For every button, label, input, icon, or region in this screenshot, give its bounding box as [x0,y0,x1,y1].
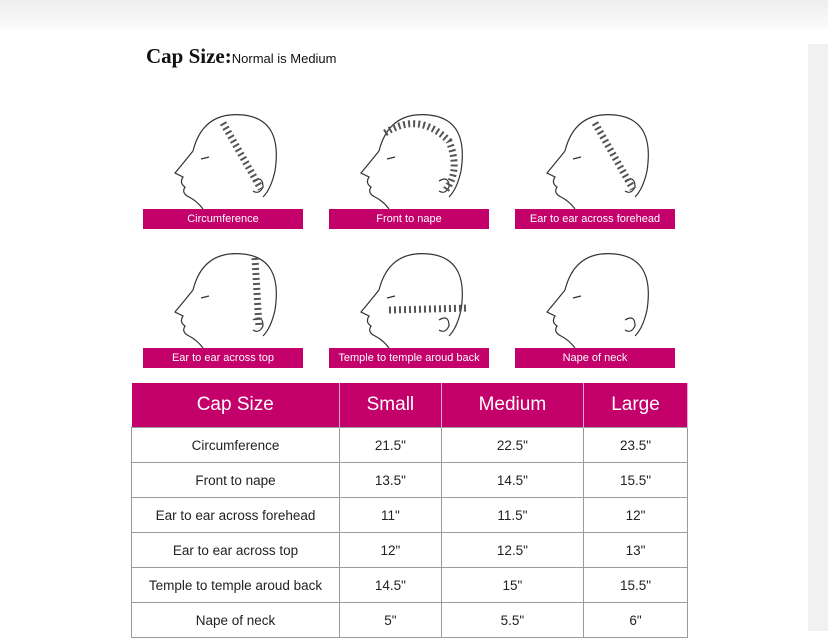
table-cell: Ear to ear across top [131,532,340,568]
column-header: Small [339,383,442,428]
table-cell: Temple to temple aroud back [131,567,340,603]
table-cell: Nape of neck [131,602,340,638]
figure-label: Front to nape [329,209,489,229]
column-header: Large [583,383,689,428]
head-sketch-icon [174,253,277,348]
scrollbar-track[interactable] [808,44,828,631]
table-cell: 22.5" [440,427,584,463]
measurement-figure: Front to nape [329,111,489,229]
measurement-figure: Circumference [143,111,303,229]
table-cell: 5" [339,602,442,638]
figure-label: Temple to temple aroud back [329,348,489,368]
table-cell: 6" [582,602,689,638]
table-row: Ear to ear across forehead 11" 11.5" 12" [131,497,689,533]
measurement-figure: Ear to ear across forehead [515,111,675,229]
head-sketch-icon [360,114,463,209]
head-sketch-icon [546,114,649,209]
table-cell: Circumference [131,427,340,463]
table-cell: 14.5" [440,462,584,498]
table-cell: 15" [440,567,584,603]
figure-label: Ear to ear across forehead [515,209,675,229]
table-row: Front to nape 13.5" 14.5" 15.5" [131,462,689,498]
table-cell: 13.5" [339,462,442,498]
table-cell: 11" [339,497,442,533]
table-cell: 23.5" [582,427,689,463]
measurement-figure: Nape of neck [515,250,675,368]
measurement-figure: Ear to ear across top [143,250,303,368]
table-cell: 13" [582,532,689,568]
table-cell: 14.5" [339,567,442,603]
table-cell: 21.5" [339,427,442,463]
table-cell: 5.5" [440,602,584,638]
table-row: Ear to ear across top 12" 12.5" 13" [131,532,689,568]
figure-label: Circumference [143,209,303,229]
page-title: Cap Size:Normal is Medium [146,44,337,68]
table-cell: 12.5" [440,532,584,568]
table-cell: Ear to ear across forehead [131,497,340,533]
figure-label: Nape of neck [515,348,675,368]
measurement-figure: Temple to temple aroud back [329,250,489,368]
figure-label: Ear to ear across top [143,348,303,368]
head-sketch-icon [546,253,649,348]
table-row: Temple to temple aroud back 14.5" 15" 15.5" [131,567,689,603]
table-cell: 11.5" [440,497,584,533]
head-sketch-icon [174,114,277,209]
table-cell: 15.5" [582,567,689,603]
head-sketch-icon [360,253,470,348]
column-header: Medium [441,383,584,428]
size-table: Cap Size Small Medium Large Circumference 21… [131,383,689,638]
table-cell: 12" [582,497,689,533]
table-cell: Front to nape [131,462,340,498]
table-cell: 15.5" [582,462,689,498]
table-row: Circumference 21.5" 22.5" 23.5" [131,427,689,463]
column-header: Cap Size [131,383,340,428]
table-cell: 12" [339,532,442,568]
top-bar [0,0,828,28]
table-row: Nape of neck 5" 5.5" 6" [131,602,689,638]
